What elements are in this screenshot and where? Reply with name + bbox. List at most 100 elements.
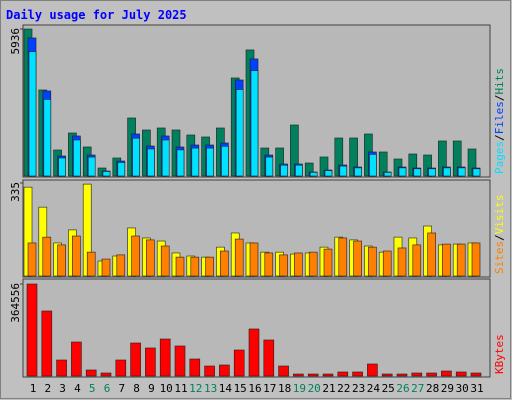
bar bbox=[369, 154, 377, 177]
bar bbox=[100, 372, 112, 377]
x-tick-label: 11 bbox=[174, 382, 187, 395]
x-tick-label: 3 bbox=[59, 382, 66, 395]
bar bbox=[191, 147, 200, 177]
bar bbox=[294, 252, 303, 277]
bar bbox=[205, 256, 214, 277]
bar bbox=[115, 359, 127, 377]
y-tick-label: 335 bbox=[9, 182, 22, 202]
bar bbox=[72, 235, 81, 277]
legend-entry: Pages bbox=[493, 141, 506, 174]
x-tick-label: 12 bbox=[189, 382, 202, 395]
bar bbox=[455, 371, 467, 377]
bar bbox=[413, 168, 422, 177]
x-tick-label: 4 bbox=[74, 382, 81, 395]
bar bbox=[87, 156, 96, 177]
bar bbox=[85, 369, 97, 377]
bar bbox=[28, 51, 37, 177]
bar bbox=[249, 242, 259, 277]
legend-entry: Files bbox=[493, 101, 506, 134]
bar bbox=[147, 148, 155, 177]
bar bbox=[383, 172, 392, 177]
legend: Pages/Files/Hits bbox=[493, 68, 506, 174]
x-tick-label: 1 bbox=[30, 382, 37, 395]
bar bbox=[174, 345, 186, 377]
bar bbox=[116, 254, 126, 277]
legend-entry: Visits bbox=[493, 195, 506, 235]
x-tick-label: 9 bbox=[148, 382, 155, 395]
legend-separator: / bbox=[493, 134, 506, 141]
x-tick-label: 25 bbox=[382, 382, 395, 395]
legend-entry: Sites bbox=[493, 241, 506, 274]
bar bbox=[189, 358, 201, 377]
bar bbox=[323, 248, 333, 277]
bar bbox=[71, 341, 82, 377]
bar bbox=[428, 168, 436, 177]
bar bbox=[43, 99, 52, 177]
bar bbox=[146, 239, 155, 277]
legend: KBytes bbox=[493, 334, 506, 374]
bar bbox=[190, 256, 200, 277]
bar bbox=[472, 168, 481, 177]
bar bbox=[278, 365, 289, 377]
bar bbox=[248, 328, 260, 377]
bar bbox=[26, 283, 38, 377]
bar bbox=[235, 89, 244, 177]
bar bbox=[457, 167, 466, 177]
x-tick-label: 16 bbox=[248, 382, 261, 395]
x-tick-label: 2 bbox=[44, 382, 51, 395]
bar bbox=[132, 137, 140, 177]
bar bbox=[206, 147, 214, 177]
bar bbox=[280, 164, 288, 177]
bar bbox=[160, 245, 170, 277]
bar bbox=[308, 251, 318, 277]
bar bbox=[382, 250, 392, 277]
y-tick-label: 5936 bbox=[9, 28, 22, 55]
bar bbox=[307, 373, 319, 377]
bar bbox=[265, 156, 274, 177]
bar bbox=[234, 238, 244, 277]
x-tick-label: 6 bbox=[104, 382, 111, 395]
bar bbox=[381, 373, 393, 377]
bar bbox=[398, 167, 407, 177]
bar bbox=[131, 235, 140, 277]
x-tick-label: 19 bbox=[293, 382, 306, 395]
bar bbox=[427, 232, 436, 277]
bar bbox=[221, 145, 229, 177]
bar bbox=[219, 364, 230, 377]
bar bbox=[264, 252, 274, 277]
legend-separator: / bbox=[493, 234, 506, 241]
legend-entry: Hits bbox=[493, 68, 506, 95]
bar bbox=[130, 342, 141, 377]
bar bbox=[397, 247, 407, 277]
bar bbox=[101, 258, 111, 277]
x-tick-label: 18 bbox=[278, 382, 291, 395]
bar bbox=[352, 371, 363, 377]
bar bbox=[367, 363, 378, 377]
bar bbox=[426, 372, 437, 377]
x-tick-label: 29 bbox=[441, 382, 454, 395]
bar bbox=[57, 244, 66, 277]
bar bbox=[117, 162, 126, 177]
bar bbox=[204, 365, 215, 377]
x-tick-label: 14 bbox=[219, 382, 233, 395]
x-tick-label: 13 bbox=[204, 382, 217, 395]
bar bbox=[86, 251, 96, 277]
bar bbox=[471, 242, 481, 277]
bar bbox=[368, 246, 377, 277]
bar bbox=[396, 373, 408, 377]
bar bbox=[295, 164, 303, 177]
chart-title: Daily usage for July 2025 bbox=[6, 8, 187, 22]
x-tick-label: 23 bbox=[352, 382, 365, 395]
bar bbox=[443, 167, 451, 177]
bar bbox=[441, 370, 452, 377]
legend: Sites/Visits bbox=[493, 195, 506, 275]
bar bbox=[309, 172, 318, 177]
bar bbox=[354, 167, 362, 177]
legend-separator: / bbox=[493, 95, 506, 102]
bar bbox=[161, 139, 170, 177]
bar bbox=[58, 157, 66, 177]
bar bbox=[322, 373, 334, 377]
x-tick-label: 15 bbox=[234, 382, 247, 395]
bar bbox=[263, 339, 275, 377]
